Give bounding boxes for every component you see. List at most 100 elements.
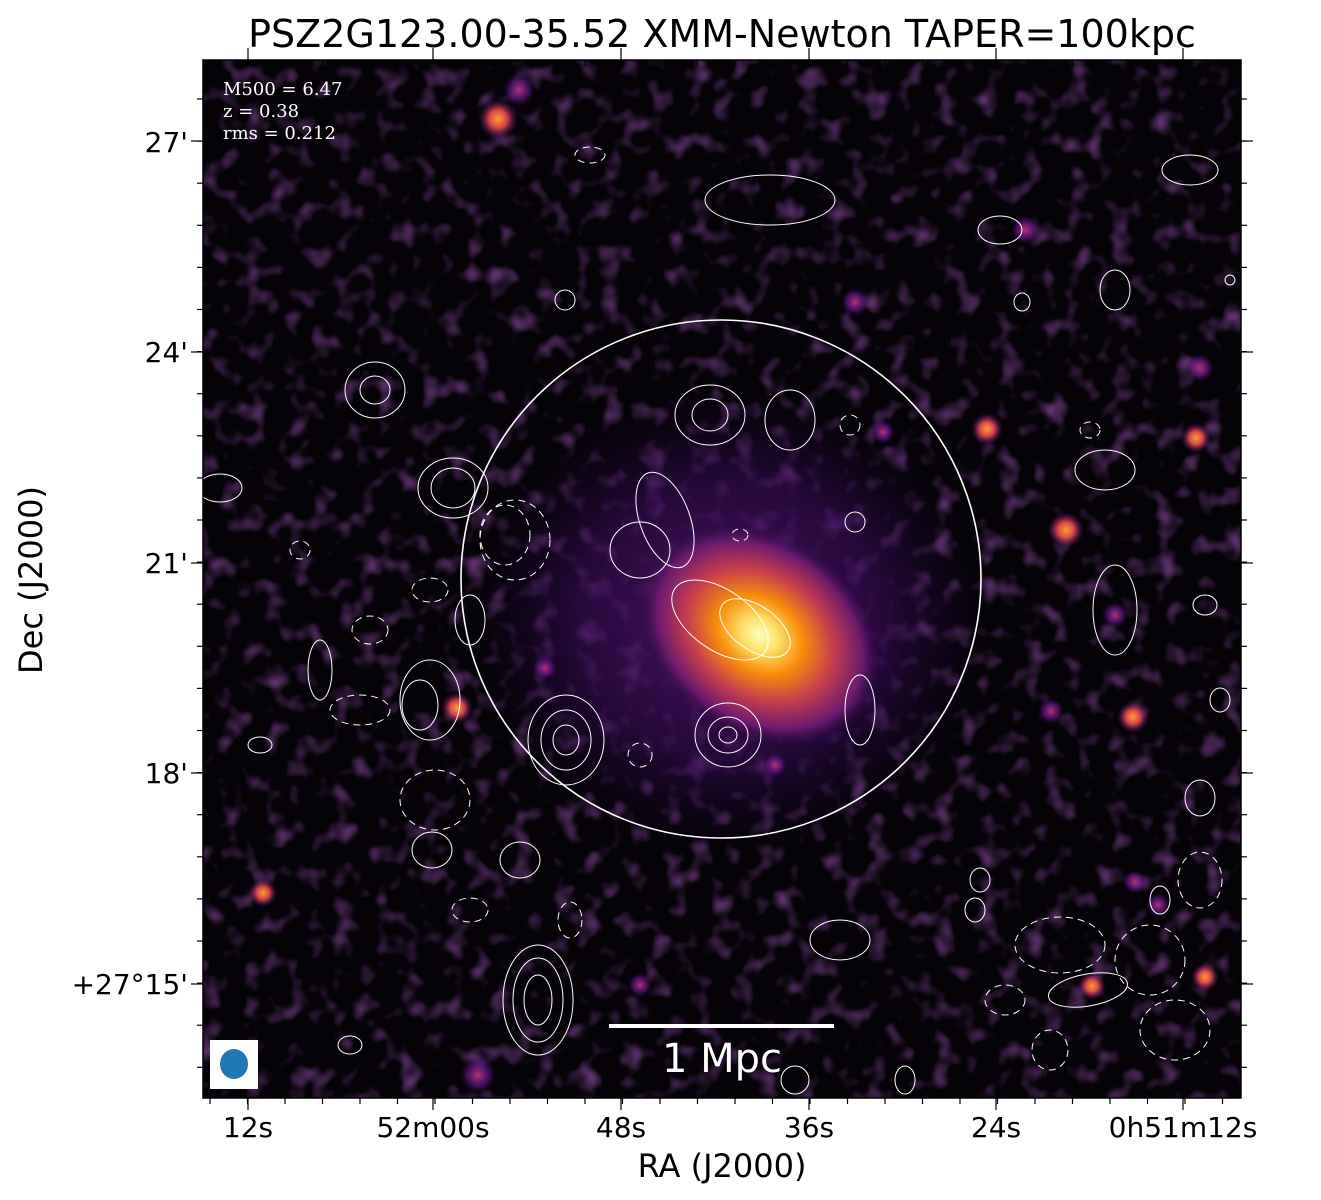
radio-contour — [1224, 274, 1236, 286]
radio-contour — [1161, 154, 1219, 186]
x-tick-label: 24s — [971, 1111, 1021, 1144]
xray-faint-source — [460, 1057, 496, 1093]
radio-contour-negative — [627, 742, 653, 768]
radio-contour — [969, 867, 991, 893]
xray-faint-source — [871, 420, 895, 444]
radio-contour — [718, 726, 738, 744]
x-tick-label: 36s — [784, 1111, 834, 1144]
x-tick-label: 48s — [596, 1111, 646, 1144]
y-tick-label: 24' — [145, 336, 188, 369]
radio-contour-negative — [1031, 1029, 1069, 1071]
radio-contour-negative — [839, 414, 861, 436]
xray-point-source — [1048, 512, 1084, 548]
radio-contour — [809, 919, 871, 961]
point-sources — [249, 74, 1219, 1093]
scalebar-label: 1 Mpc — [662, 1036, 782, 1082]
xray-point-source — [1117, 701, 1149, 733]
radio-contour — [609, 521, 671, 579]
xray-point-source — [1078, 972, 1106, 1000]
y-axis-label: Dec (J2000) — [12, 486, 50, 674]
x-tick-label: 0h51m12s — [1109, 1111, 1258, 1144]
radio-contour — [417, 457, 489, 519]
xray-faint-source — [1146, 893, 1170, 917]
xray-faint-source — [1186, 354, 1214, 382]
xray-image — [203, 60, 1241, 1098]
radio-contour-negative — [399, 769, 471, 831]
radio-contour-negative — [574, 146, 606, 164]
radio-contour — [844, 674, 876, 746]
radio-contour — [1099, 269, 1131, 311]
radio-contour — [552, 724, 580, 756]
radio-contour-negative — [557, 901, 583, 939]
xray-faint-source — [628, 973, 652, 997]
radio-contour-negative — [731, 528, 749, 542]
xray-faint-source — [1011, 216, 1039, 244]
info-rms: rms = 0.212 — [223, 123, 336, 144]
radio-contour — [704, 174, 836, 226]
xray-faint-source — [763, 753, 787, 777]
radio-contour — [247, 736, 273, 754]
xray-point-source — [1191, 963, 1219, 991]
xray-faint-source — [533, 656, 557, 680]
radio-contour-negative — [479, 499, 551, 581]
xray-point-source — [1181, 423, 1211, 453]
xray-point-source — [478, 99, 518, 139]
info-m500: M500 = 6.47 — [223, 79, 342, 100]
radio-contour — [977, 215, 1023, 245]
radio-contour-negative — [1139, 999, 1211, 1061]
y-tick-label: 27' — [145, 126, 188, 159]
radio-contour — [1048, 972, 1128, 1008]
radio-contour — [1013, 292, 1031, 312]
radio-contour — [554, 289, 576, 311]
radio-contour-negative — [984, 984, 1026, 1016]
xray-faint-source — [1102, 602, 1128, 628]
radio-contour — [359, 375, 391, 405]
radio-contour-negative — [1079, 421, 1101, 439]
y-tick-label: 21' — [145, 547, 188, 580]
radio-contour — [1184, 779, 1216, 817]
radio-contour — [344, 361, 406, 419]
radio-contour — [401, 679, 439, 731]
radio-contour — [707, 716, 749, 754]
radio-contour — [540, 709, 592, 771]
radio-contour-negative — [289, 540, 311, 560]
radio-contour-negative — [1014, 916, 1106, 974]
radio-contour-negative — [329, 694, 391, 726]
radio-contour — [671, 579, 769, 661]
plot-frame — [202, 59, 1242, 1099]
radio-contour-negative — [1177, 851, 1223, 909]
radio-contours — [203, 146, 1236, 1095]
xray-faint-source — [1123, 870, 1147, 894]
radio-contour — [1074, 449, 1136, 491]
xray-point-source — [249, 879, 277, 907]
plot-title: PSZ2G123.00-35.52 XMM-Newton TAPER=100kp… — [248, 12, 1196, 56]
axis-ticks — [191, 48, 1253, 1110]
r500-circle — [460, 319, 982, 839]
xray-point-source — [971, 413, 1003, 445]
cluster-core — [639, 524, 881, 746]
radio-contour — [1209, 687, 1231, 713]
y-tick-label: +27°15' — [72, 968, 188, 1001]
radio-contour-negative — [451, 897, 489, 923]
xray-faint-source — [1038, 698, 1064, 724]
radio-contour — [307, 639, 333, 701]
radio-contour — [399, 659, 461, 741]
info-z: z = 0.38 — [223, 101, 299, 122]
radio-contour — [674, 384, 746, 446]
x-tick-label: 52m00s — [376, 1111, 489, 1144]
radio-contour — [527, 694, 605, 786]
x-tick-label: 12s — [223, 1111, 273, 1144]
radio-contour — [780, 1065, 810, 1095]
radio-contour — [719, 598, 791, 658]
y-tick-label: 18' — [145, 757, 188, 790]
beam-ellipse — [220, 1049, 248, 1079]
x-axis-label: RA (J2000) — [638, 1147, 807, 1185]
radio-contour — [523, 974, 553, 1026]
radio-contour — [512, 957, 564, 1043]
radio-contour — [1149, 885, 1171, 915]
radio-contour-negative — [1114, 924, 1186, 996]
radio-contour — [1092, 564, 1138, 656]
xray-faint-source — [841, 288, 869, 316]
radio-contour — [499, 841, 541, 879]
